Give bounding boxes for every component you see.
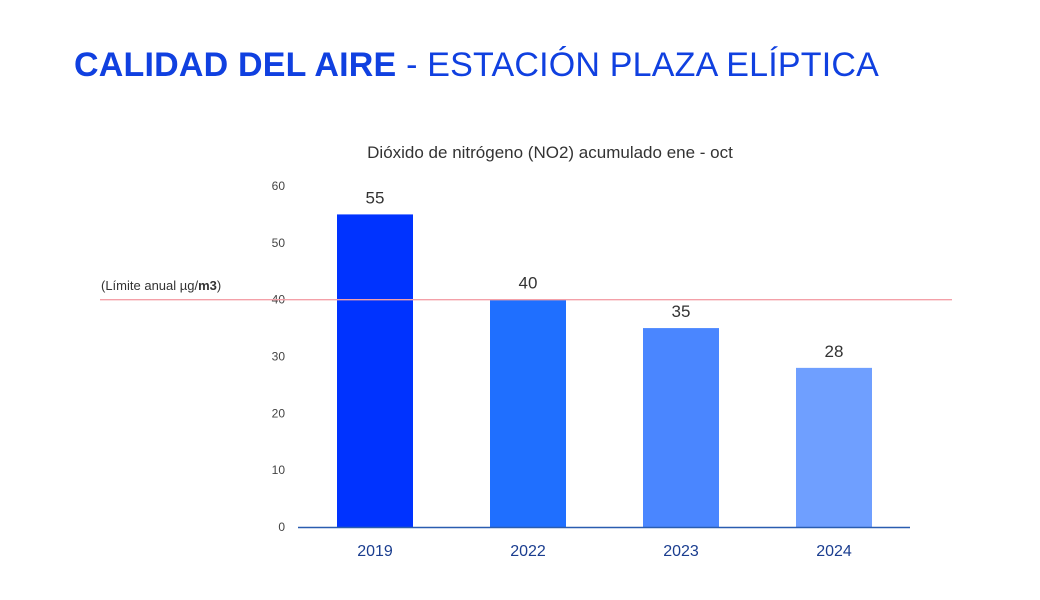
page-title-strong: CALIDAD DEL AIRE [74,46,397,84]
data-label-2019: 55 [366,188,385,207]
bar-2019 [337,214,413,527]
data-labels: 55 40 35 28 [366,188,844,360]
x-axis-labels: 2019 2022 2023 2024 [357,543,852,560]
limit-label-close: ) [217,278,221,293]
page-title-rest: - ESTACIÓN PLAZA ELÍPTICA [396,46,880,84]
limit-label-unit: m3 [198,278,217,293]
x-label-2023: 2023 [663,543,699,560]
x-label-2019: 2019 [357,543,393,560]
bar-2023 [643,328,719,527]
data-label-2022: 40 [519,274,538,293]
limit-label: (Límite anual µg/m3) [101,278,221,293]
y-tick-50: 50 [272,236,286,250]
page-title: CALIDAD DEL AIRE - ESTACIÓN PLAZA ELÍPTI… [74,46,879,85]
y-tick-10: 10 [272,463,286,477]
x-label-2024: 2024 [816,543,852,560]
bar-2022 [490,299,566,527]
y-tick-20: 20 [272,406,286,420]
y-tick-60: 60 [272,179,286,193]
y-tick-0: 0 [278,520,285,534]
x-label-2022: 2022 [510,543,546,560]
data-label-2023: 35 [672,302,691,321]
limit-label-main: (Límite anual µg/ [101,278,198,293]
y-tick-30: 30 [272,350,286,364]
bars [337,214,872,527]
chart-title: Dióxido de nitrógeno (NO2) acumulado ene… [367,143,733,162]
bar-2024 [796,367,872,527]
data-label-2024: 28 [825,342,844,361]
